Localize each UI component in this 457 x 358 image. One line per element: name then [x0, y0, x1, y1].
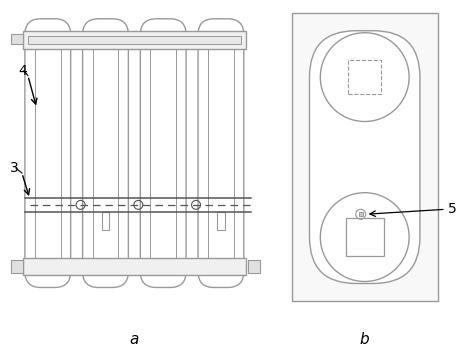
FancyBboxPatch shape — [83, 19, 128, 287]
Bar — [292, 13, 438, 301]
Bar — [248, 260, 260, 272]
Text: 5: 5 — [448, 202, 457, 216]
Bar — [346, 218, 383, 256]
Bar — [217, 212, 225, 230]
Bar — [11, 34, 23, 44]
Text: b: b — [360, 332, 370, 347]
Bar — [11, 260, 23, 272]
FancyBboxPatch shape — [25, 19, 71, 287]
FancyBboxPatch shape — [140, 19, 186, 287]
Bar — [28, 36, 241, 44]
Bar — [23, 31, 246, 49]
Bar — [23, 258, 246, 275]
Text: a: a — [130, 332, 139, 347]
Bar — [359, 212, 363, 216]
Bar — [348, 61, 382, 94]
FancyBboxPatch shape — [309, 31, 420, 284]
FancyBboxPatch shape — [198, 19, 244, 287]
Text: 4: 4 — [18, 63, 27, 78]
Text: 3: 3 — [10, 161, 19, 175]
Bar — [101, 212, 110, 230]
